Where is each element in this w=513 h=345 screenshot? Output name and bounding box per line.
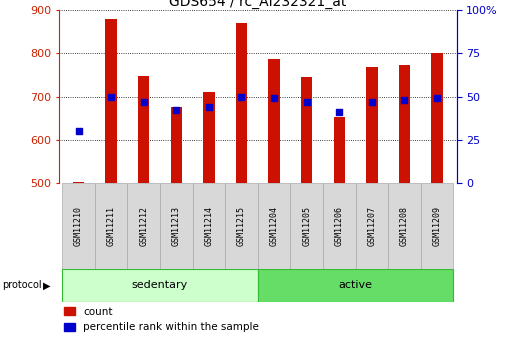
Bar [301, 77, 312, 183]
Bar [171, 107, 182, 183]
Bar [127, 183, 160, 269]
Bar [333, 117, 345, 183]
Text: ▶: ▶ [43, 280, 50, 290]
Bar [236, 23, 247, 183]
Bar [95, 183, 127, 269]
Text: GSM11210: GSM11210 [74, 206, 83, 246]
Point [303, 99, 311, 105]
Title: GDS654 / rc_AI232321_at: GDS654 / rc_AI232321_at [169, 0, 346, 9]
Point [368, 99, 376, 105]
Text: GSM11209: GSM11209 [432, 206, 442, 246]
Bar [258, 269, 453, 302]
Bar [268, 59, 280, 183]
Bar [225, 183, 258, 269]
Text: GSM11207: GSM11207 [367, 206, 377, 246]
Text: protocol: protocol [3, 280, 42, 290]
Bar [290, 183, 323, 269]
Bar [62, 183, 95, 269]
Point [107, 94, 115, 99]
Text: GSM11204: GSM11204 [269, 206, 279, 246]
Point [400, 97, 408, 103]
Bar [421, 183, 453, 269]
Point [238, 94, 246, 99]
Bar [388, 183, 421, 269]
Point [270, 96, 278, 101]
Text: GSM11215: GSM11215 [237, 206, 246, 246]
Text: GSM11212: GSM11212 [139, 206, 148, 246]
Text: active: active [339, 280, 372, 290]
Bar [431, 53, 443, 183]
Bar [356, 183, 388, 269]
Legend: count, percentile rank within the sample: count, percentile rank within the sample [64, 307, 259, 332]
Bar [160, 183, 192, 269]
Text: GSM11214: GSM11214 [204, 206, 213, 246]
Text: GSM11206: GSM11206 [335, 206, 344, 246]
Point [172, 108, 181, 113]
Text: GSM11213: GSM11213 [172, 206, 181, 246]
Point [335, 109, 343, 115]
Bar [323, 183, 356, 269]
Bar [203, 92, 214, 183]
Point [74, 128, 83, 134]
Bar [366, 67, 378, 183]
Text: sedentary: sedentary [132, 280, 188, 290]
Point [433, 96, 441, 101]
Text: GSM11205: GSM11205 [302, 206, 311, 246]
Bar [106, 19, 117, 183]
Bar [258, 183, 290, 269]
Text: GSM11211: GSM11211 [107, 206, 115, 246]
Point [205, 104, 213, 110]
Point [140, 99, 148, 105]
Bar [399, 65, 410, 183]
Bar [73, 182, 84, 183]
Text: GSM11208: GSM11208 [400, 206, 409, 246]
Bar [138, 76, 149, 183]
Bar [192, 183, 225, 269]
Bar [62, 269, 258, 302]
